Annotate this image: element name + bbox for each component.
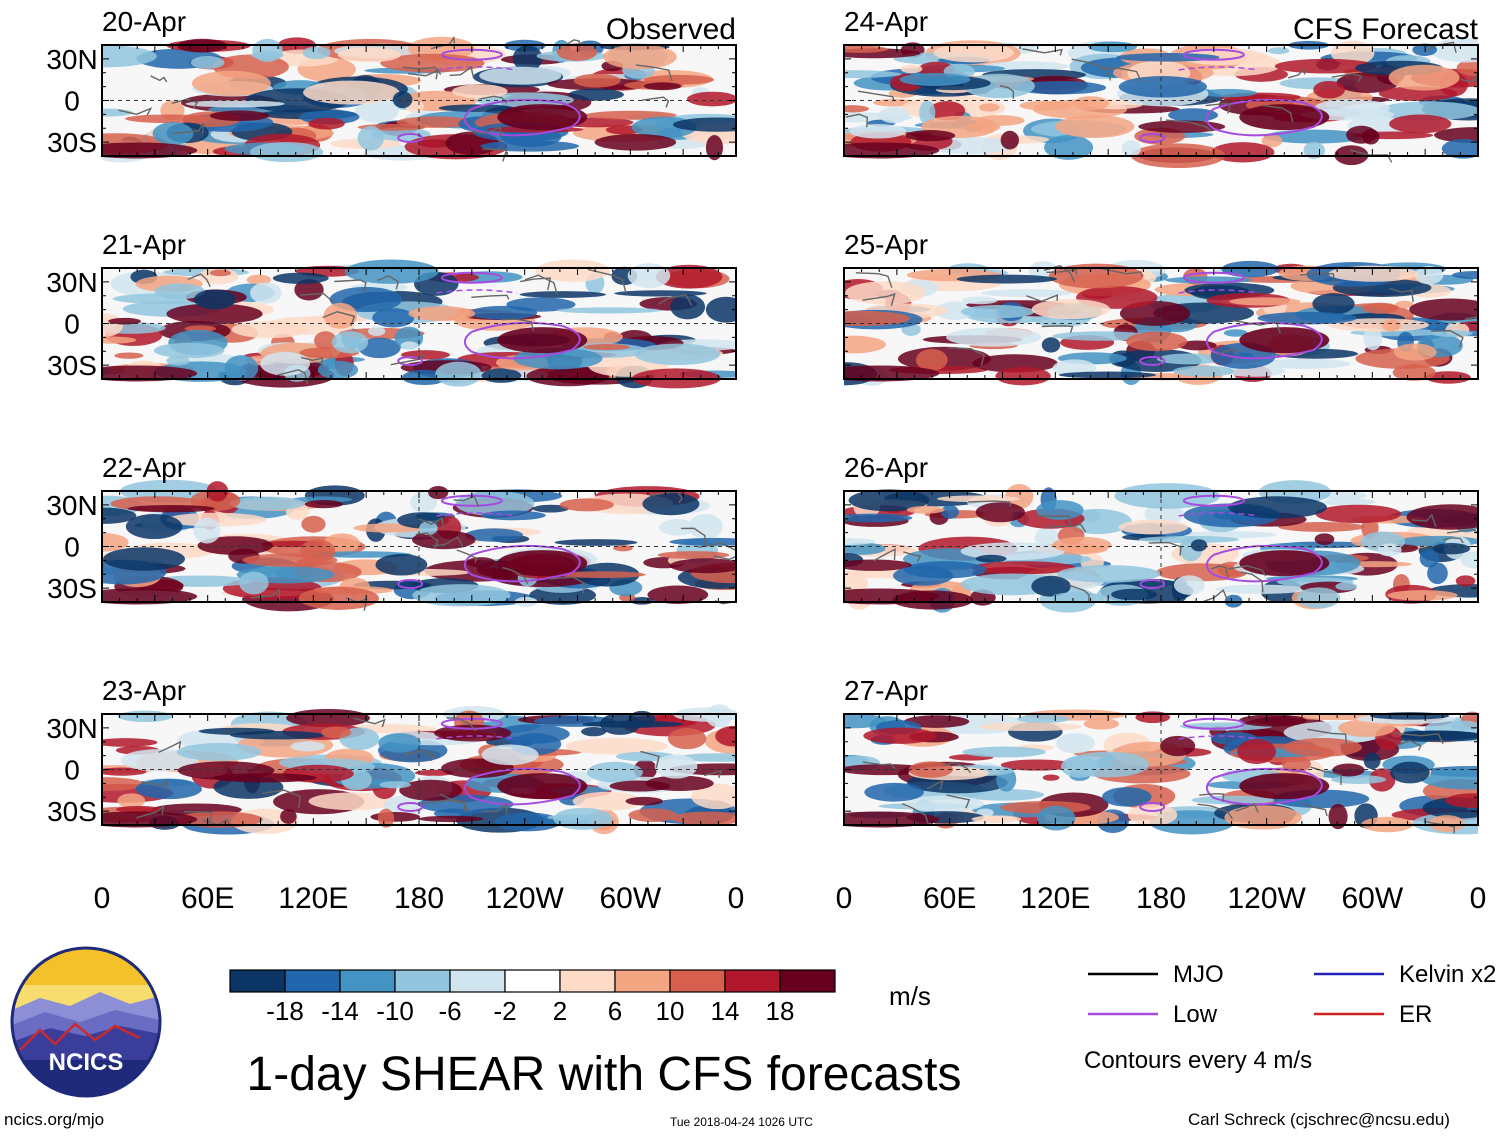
y-tick-label: 30N [46,267,97,298]
colorbar-swatch [229,969,286,993]
colorbar-level-label: 2 [553,996,567,1026]
x-tick-label: 60W [599,882,661,915]
shear-field [844,709,1478,835]
shear-field [102,259,736,389]
colorbar-level-label: -6 [438,996,461,1026]
colorbar-level-label: 10 [656,996,685,1026]
colorbar-level-label: -10 [376,996,414,1026]
shear-field [102,704,736,835]
panel-26-Apr: 26-Apr [843,452,1479,613]
x-tick-label: 0 [836,882,853,915]
logo-text: NCICS [49,1049,124,1076]
y-tick-label: 0 [64,532,80,563]
colorbar-swatch [614,969,671,993]
panel-date-label: 20-Apr [102,6,186,37]
panel-27-Apr: 27-Apr [843,675,1479,835]
x-tick-label: 60E [923,882,976,915]
y-tick-label: 30N [46,713,97,744]
y-tick-label: 0 [64,86,80,117]
y-tick-label: 30S [47,573,97,604]
colorbar-swatch [779,969,836,993]
panel-20-Apr: 20-Apr Observed 30N 0 30S [46,6,737,163]
x-tick-label: 0 [1470,882,1487,915]
y-tick-label: 30S [47,127,97,158]
panel-date-label: 22-Apr [102,452,186,483]
panel-date-label: 25-Apr [844,229,928,260]
y-tick-label: 30N [46,44,97,75]
colorbar-swatch [284,969,341,993]
colorbar-swatch [339,969,396,993]
x-tick-label: 0 [728,882,745,915]
panel-date-label: 21-Apr [102,229,186,260]
x-tick-label: 120E [278,882,348,915]
x-tick-label: 120E [1020,882,1090,915]
legend-label: Kelvin x2 [1399,961,1496,988]
column-label-observed: Observed [606,13,736,46]
panel-date-label: 26-Apr [844,452,928,483]
y-tick-label: 30N [46,490,97,521]
column-label-forecast: CFS Forecast [1293,13,1479,46]
x-tick-label: 120W [1227,882,1306,915]
colorbar-level-label: 18 [766,996,795,1026]
colorbar-swatch [724,969,781,993]
shear-field [102,35,736,163]
footer-credit: Carl Schreck (cjschrec@ncsu.edu) [1188,1110,1450,1129]
x-tick-label: 60W [1341,882,1403,915]
legend-label: Low [1173,1001,1218,1028]
panel-date-label: 27-Apr [844,675,928,706]
legend-label: ER [1399,1001,1432,1028]
units-label: m/s [889,981,931,1011]
panel-date-label: 24-Apr [844,6,928,37]
colorbar-level-label: 14 [711,996,740,1026]
footer-url[interactable]: ncics.org/mjo [4,1110,105,1129]
colorbar-level-label: -14 [321,996,359,1026]
colorbar-swatch [394,969,451,993]
panel-24-Apr: 24-Apr CFS Forecast [843,6,1479,169]
colorbar-swatch [504,969,561,993]
y-tick-label: 0 [64,309,80,340]
colorbar-level-label: -18 [266,996,304,1026]
panel-date-label: 23-Apr [102,675,186,706]
footer-timestamp: Tue 2018-04-24 1026 UTC [670,1115,813,1129]
colorbar-swatch [559,969,616,993]
x-tick-label: 180 [1136,882,1186,915]
y-tick-label: 30S [47,796,97,827]
x-tick-label: 60E [181,882,234,915]
y-tick-label: 0 [64,755,80,786]
colorbar-swatch [449,969,506,993]
shear-field [844,260,1478,387]
colorbar-swatch [669,969,726,993]
legend-label: MJO [1173,961,1224,988]
panel-25-Apr: 25-Apr [843,229,1479,387]
shear-field [102,479,736,612]
colorbar: -18 -14 -10 -6 -2 2 6 10 14 18 [229,969,836,1026]
colorbar-level-label: 6 [608,996,622,1026]
legend: MJO Kelvin x2 Low ER [1088,961,1496,1028]
x-tick-label: 0 [94,882,111,915]
shear-field [844,480,1478,613]
ncics-logo: NCICS [10,946,162,1098]
x-tick-label: 120W [485,882,564,915]
y-tick-label: 30S [47,350,97,381]
shear-field [844,37,1478,169]
chart-title: 1-day SHEAR with CFS forecasts [247,1048,962,1101]
x-tick-label: 180 [394,882,444,915]
colorbar-level-label: -2 [493,996,516,1026]
contour-note: Contours every 4 m/s [1084,1047,1312,1074]
